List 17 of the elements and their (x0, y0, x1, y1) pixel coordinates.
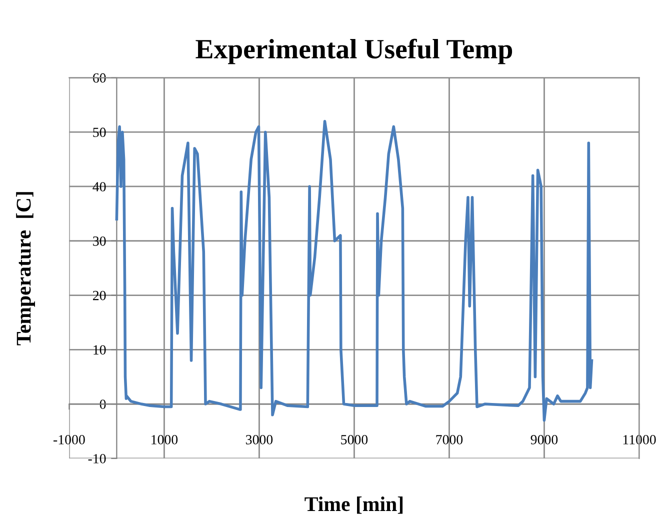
x-tick-label: 5000 (341, 434, 368, 444)
x-tick-label: 1000 (152, 434, 178, 444)
x-tick-label: 11000 (623, 434, 656, 444)
y-tick-label: -10 (88, 454, 106, 464)
x-tick-label: 3000 (246, 434, 273, 444)
y-tick-label: 10 (94, 345, 106, 355)
x-tick-label: 7000 (436, 434, 463, 444)
x-tick-label: 9000 (530, 434, 558, 444)
y-tick-label: 20 (93, 290, 106, 300)
x-axis-title: Time [min] (304, 496, 403, 514)
y-axis-title: Temperature [C] (16, 192, 35, 346)
y-tick-label: 30 (93, 236, 106, 246)
y-tick-label: 40 (92, 182, 106, 192)
chart-title: Experimental Useful Temp (196, 38, 512, 64)
x-tick-label: -1000 (54, 434, 85, 444)
y-tick-label: 50 (93, 128, 106, 138)
line-series (115, 120, 594, 422)
